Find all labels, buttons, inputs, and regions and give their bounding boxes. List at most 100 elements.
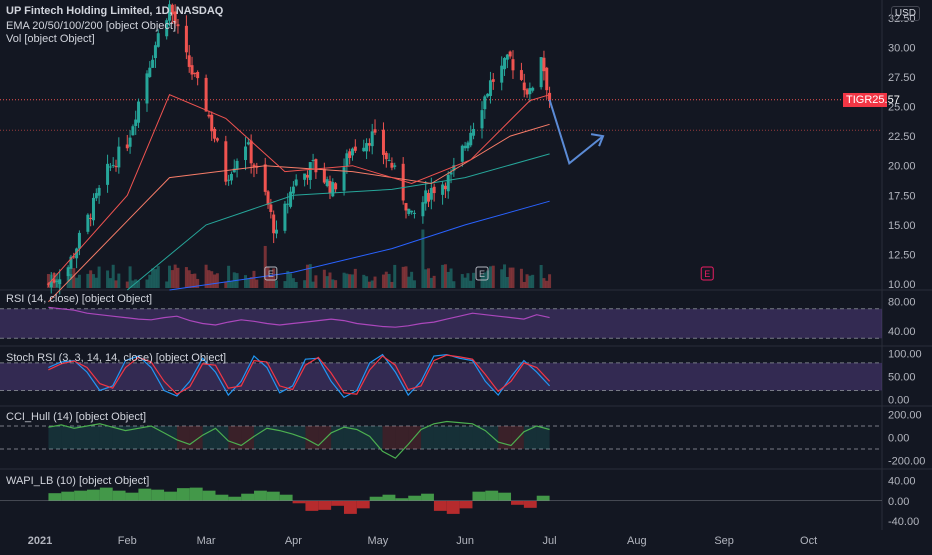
wapi-bar <box>318 500 332 510</box>
volume-bar <box>184 267 188 288</box>
candle-body <box>176 24 180 27</box>
candle-body <box>108 166 112 168</box>
candle-body <box>328 180 332 194</box>
volume-bar <box>381 274 385 288</box>
wapi-bar <box>202 490 216 501</box>
wapi-bar <box>99 487 113 501</box>
currency-label[interactable]: USD <box>890 6 920 21</box>
volume-bar <box>508 267 512 288</box>
candle-body <box>331 182 335 197</box>
candle-body <box>522 82 526 91</box>
candle-body <box>488 80 492 96</box>
wapi-bar <box>74 490 87 501</box>
volume-bar <box>244 275 248 288</box>
candle-body <box>213 128 217 139</box>
volume-bar <box>91 274 95 288</box>
candle-body <box>204 77 208 112</box>
candle-body <box>165 20 169 37</box>
candle-body <box>480 110 484 129</box>
candle-body <box>342 167 346 191</box>
volume-bar <box>255 279 259 288</box>
wapi-bar <box>459 500 473 509</box>
candle-body <box>466 142 470 149</box>
cci-zone <box>138 426 152 449</box>
time-tick-label: 2021 <box>28 535 52 547</box>
candle-body <box>511 59 515 71</box>
volume-bar <box>427 268 431 288</box>
candle-body <box>86 214 90 232</box>
candle-body <box>508 51 512 57</box>
volume-bar <box>210 271 214 288</box>
volume-bar <box>472 272 476 288</box>
candle-body <box>353 146 357 151</box>
volume-bar <box>176 267 180 288</box>
candle-body <box>274 229 278 234</box>
cci-tick-label: 200.00 <box>888 410 922 422</box>
volume-bar <box>137 280 141 288</box>
volume-bar <box>353 268 357 288</box>
wapi-bar <box>536 495 550 501</box>
wapi-bar <box>343 500 357 514</box>
volume-bar <box>289 273 293 288</box>
candle-body <box>291 186 295 194</box>
volume-bar <box>370 280 374 288</box>
candle-body <box>542 57 546 72</box>
price-tick-label: 32.50 <box>888 13 916 25</box>
cci-zone <box>292 426 306 449</box>
volume-bar <box>173 264 177 288</box>
cci-zone <box>446 426 460 449</box>
wapi-bar <box>215 494 229 501</box>
earnings-marker <box>264 266 278 281</box>
earnings-marker <box>475 266 489 281</box>
volume-bar <box>466 273 470 288</box>
candle-body <box>410 210 414 213</box>
wapi-bar <box>61 491 75 501</box>
wapi-bar <box>511 500 524 505</box>
candle-body <box>452 165 456 171</box>
wapi-bar <box>369 496 383 501</box>
wapi-bar <box>112 490 126 501</box>
candle-body <box>460 145 464 162</box>
candle-body <box>91 197 95 221</box>
volume-bar <box>128 266 132 288</box>
volume-bar <box>446 271 450 288</box>
candle-body <box>272 214 276 234</box>
wapi-bar <box>331 500 344 506</box>
candle-body <box>137 101 141 123</box>
candle-body <box>232 168 236 173</box>
volume-bar <box>94 277 98 288</box>
cci-zone <box>318 426 332 449</box>
cci-legend: CCI_Hull (14) [object Object] <box>6 411 146 423</box>
candle-body <box>503 58 507 70</box>
candle-body <box>215 138 219 141</box>
cci-zone <box>421 426 434 449</box>
candle-body <box>145 73 149 104</box>
wapi-bar <box>176 488 190 501</box>
price-tick-label: 17.50 <box>888 190 916 202</box>
wapi-bar <box>523 500 537 508</box>
volume-bar <box>463 277 467 288</box>
volume-bar <box>500 269 504 288</box>
volume-bar <box>407 276 411 288</box>
candle-body <box>443 185 447 190</box>
ema-200-line <box>169 200 550 291</box>
wapi-bar <box>228 496 242 501</box>
candle-body <box>362 147 366 152</box>
stoch-tick-label: 100.00 <box>888 349 922 361</box>
candle-body <box>348 151 352 158</box>
time-tick-label: Oct <box>800 535 817 547</box>
wapi-bar <box>254 490 267 501</box>
volume-bar <box>505 276 509 288</box>
wapi-bar <box>433 500 447 511</box>
cci-zone <box>48 426 62 449</box>
candle-body <box>151 59 155 68</box>
volume-bar <box>345 273 349 288</box>
time-tick-label: May <box>367 535 388 547</box>
rsi-tick-label: 40.00 <box>888 326 916 338</box>
cci-zone <box>485 426 499 449</box>
candle-body <box>286 203 290 205</box>
volume-bar <box>348 274 352 288</box>
wapi-bar <box>151 489 165 501</box>
